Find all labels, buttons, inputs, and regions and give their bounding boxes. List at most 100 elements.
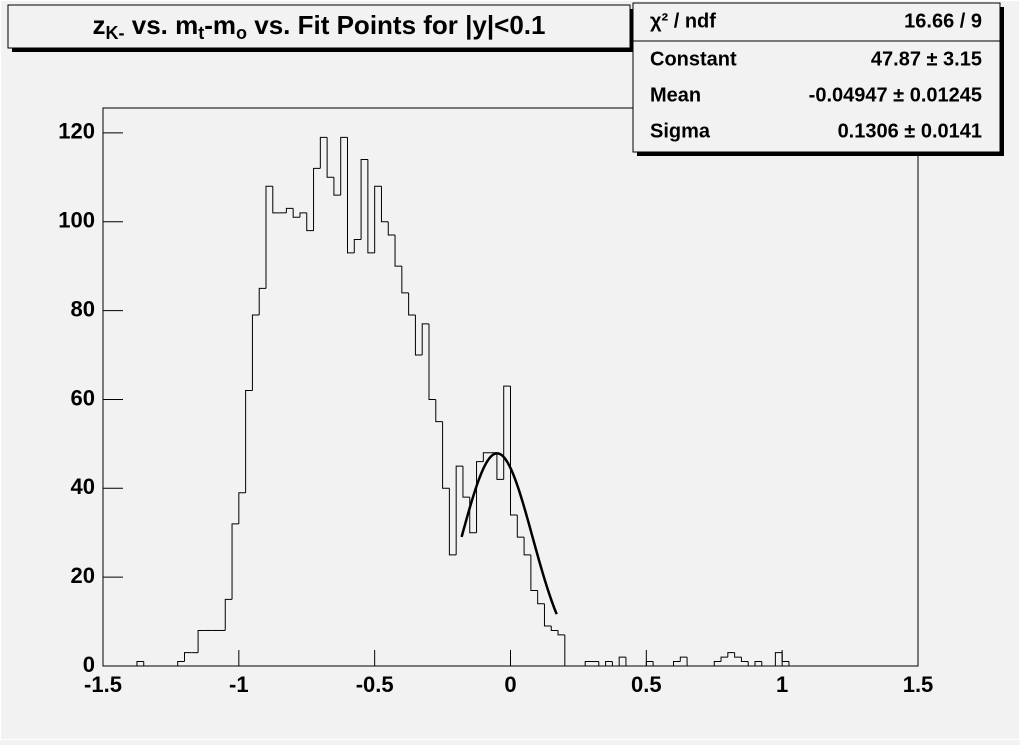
histogram-bin [598,661,606,667]
histogram-bin [720,656,728,662]
stats-value: 0.1306 ± 0.0141 [838,120,982,142]
histogram-bin [761,661,769,667]
histogram-bin [611,661,620,667]
histogram-bin [387,221,396,236]
stats-value: 47.87 ± 3.15 [871,48,982,70]
histogram-bin [408,292,416,316]
histogram-bin [510,386,518,516]
histogram-bin [564,634,572,667]
histogram-bin [584,661,592,666]
histogram-bin [272,186,280,214]
histogram-bin [476,461,484,533]
x-tick-label: 0.5 [631,672,662,697]
histogram-bin [401,266,409,294]
title-part: vs. Fit Points for |y|<0.1 [247,10,545,40]
histogram-bin [713,661,722,666]
histogram-bin [550,626,559,631]
y-tick-label: 60 [71,385,95,410]
histogram-bin [652,661,660,667]
chart-title: zK- vs. mt-mo vs. Fit Points for |y|<0.1 [93,10,546,43]
histogram-bin [727,652,735,658]
histogram-bin [740,657,749,663]
stats-label: Constant [650,48,737,70]
histogram-bin [618,656,626,666]
histogram-bin [605,661,613,666]
title-part: o [236,23,247,43]
histogram-bin [686,657,694,667]
histogram-bin [245,390,253,493]
histogram-bin [455,465,463,555]
histogram-bin [265,185,273,289]
x-tick-label: -1.5 [84,672,122,697]
histogram-bin [313,167,321,231]
histogram-bin [734,652,742,658]
histogram-bin [360,159,368,240]
histogram-bin [625,657,633,667]
histogram-bin [299,212,307,218]
histogram-bin [238,492,246,524]
histogram-bin [781,652,789,663]
histogram-bin [543,603,552,627]
y-tick-label: 40 [71,474,95,499]
histogram-bin [774,652,783,666]
title-part: z [93,10,106,40]
histogram-bin [347,137,355,254]
histogram-bin [673,661,681,666]
histogram-bin [435,399,443,423]
histogram-bin [184,652,192,662]
stats-value: 16.66 / 9 [904,10,982,32]
histogram-bin [367,159,375,254]
x-tick-label: 1 [776,672,788,697]
histogram-bin [380,186,389,223]
histogram-bin [442,421,450,489]
y-tick-label: 20 [71,563,95,588]
stats-box [632,2,1001,153]
histogram-bin [428,323,436,400]
y-tick-label: 0 [83,652,95,677]
histogram-bin [292,208,300,218]
histogram-bin [306,212,314,232]
histogram-bin [414,315,423,356]
histogram-bin [462,466,470,498]
histogram-bin [326,137,334,178]
y-tick-label: 80 [71,296,95,321]
x-tick-label: 1.5 [903,672,934,697]
histogram-bin [516,514,525,538]
histogram-bin [448,488,457,556]
histogram-bin [530,554,538,591]
title-part: K- [106,23,125,43]
histogram-bin [333,177,341,196]
fit-curve [460,452,558,615]
histogram-bin [679,656,688,662]
histogram-bin [788,661,796,667]
histogram-bin [421,323,429,356]
stats-value: -0.04947 ± 0.01245 [809,84,982,106]
histogram-bin [503,385,511,480]
histogram-bin [258,287,266,316]
histogram-bin [197,629,205,653]
x-tick-label: -0.5 [356,672,394,697]
histogram-bin [557,630,565,636]
histogram-bin [136,661,144,666]
histogram-bin [374,185,382,253]
histogram-bin [394,235,402,267]
histogram-bin [143,661,151,667]
stats-label: χ² / ndf [650,10,716,32]
histogram-bin [251,314,260,391]
histogram-bin [645,661,654,666]
histogram-bin [754,661,762,666]
stats-label: Mean [650,84,701,106]
x-tick-label: -1 [229,672,249,697]
title-part: vs. m [125,10,199,40]
histogram-bin [353,239,362,253]
stats-label: Sigma [650,120,711,142]
title-part: t [198,23,204,43]
histogram-bin [537,590,545,605]
histogram-bin [747,661,755,667]
histogram-bin [340,136,348,196]
title-part: -m [204,10,236,40]
histogram-bin [523,537,531,556]
histogram-bin [224,598,233,631]
